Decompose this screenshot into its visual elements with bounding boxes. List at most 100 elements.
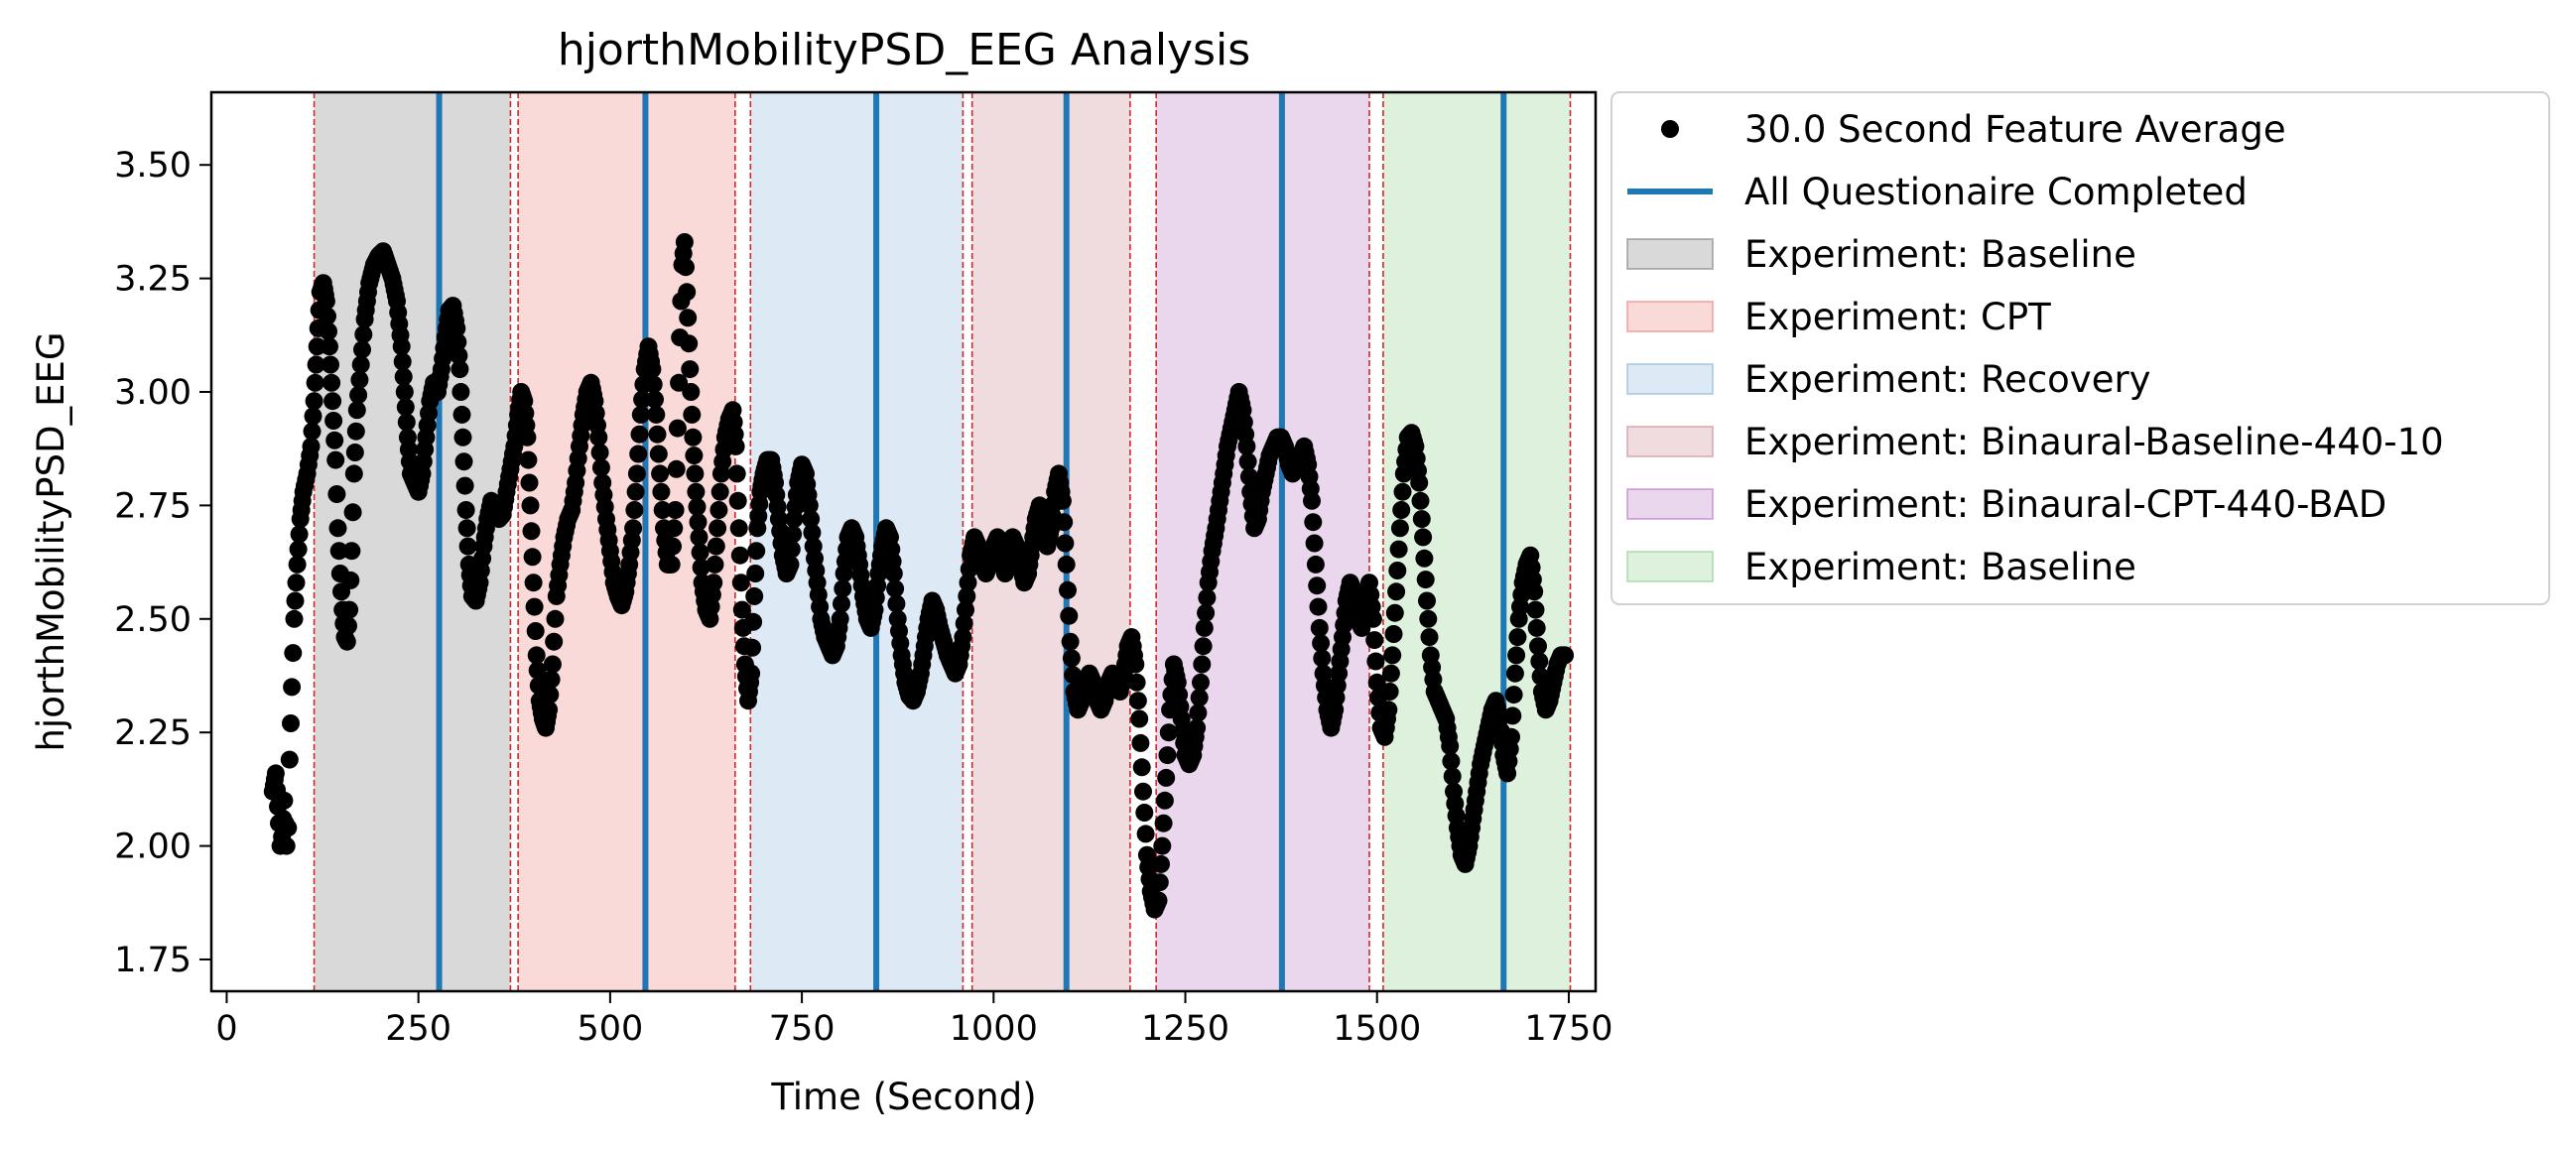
data-point-229 <box>528 661 547 680</box>
legend-marker-points <box>1661 120 1679 138</box>
data-point-18 <box>285 609 304 628</box>
data-point-714 <box>1132 758 1151 777</box>
y-axis-label: hjorthMobilityPSD_EEG <box>30 331 72 751</box>
data-point-936 <box>1416 571 1435 589</box>
data-point-854 <box>1312 634 1331 653</box>
data-point-71 <box>342 542 361 561</box>
data-point-850 <box>1306 555 1325 574</box>
data-point-78 <box>350 370 369 389</box>
data-point-58 <box>327 485 346 503</box>
data-point-51 <box>321 337 338 356</box>
data-point-407 <box>743 638 762 657</box>
y-tick-label-2: 2.25 <box>114 713 192 753</box>
data-point-931 <box>1410 473 1429 492</box>
data-point-710 <box>1127 673 1146 692</box>
data-point-13 <box>279 819 298 837</box>
data-point-913 <box>1387 582 1406 601</box>
data-point-522 <box>887 594 906 613</box>
legend-label-questionnaire: All Questionaire Completed <box>1744 171 2248 213</box>
data-point-709 <box>1126 655 1145 674</box>
data-point-21 <box>288 555 307 574</box>
data-point-15 <box>282 714 300 732</box>
data-point-23 <box>290 525 309 544</box>
data-point-3 <box>266 764 285 783</box>
legend-swatch-region-5 <box>1626 551 1714 582</box>
data-point-227 <box>526 622 545 640</box>
region-4 <box>1156 92 1370 991</box>
data-point-932 <box>1411 491 1430 510</box>
data-point-797 <box>1238 452 1257 471</box>
data-point-159 <box>448 319 466 337</box>
data-point-653 <box>1055 513 1074 532</box>
chart-title: hjorthMobilityPSD_EEG Analysis <box>558 25 1250 75</box>
data-point-48 <box>317 292 335 311</box>
data-point-378 <box>710 482 729 501</box>
data-point-374 <box>706 555 724 574</box>
data-point-69 <box>340 600 359 619</box>
data-point-244 <box>545 632 564 651</box>
data-point-916 <box>1390 519 1409 538</box>
data-point-163 <box>451 383 470 401</box>
data-point-307 <box>625 501 644 519</box>
data-point-309 <box>627 464 646 483</box>
data-point-12 <box>277 836 296 855</box>
data-point-937 <box>1418 591 1436 610</box>
data-point-410 <box>746 565 765 582</box>
data-point-456 <box>803 523 822 542</box>
data-point-760 <box>1192 673 1210 692</box>
data-point-654 <box>1056 534 1075 553</box>
x-axis-ticks: 0 250 500 750 1000 1250 1500 1750 <box>215 991 1612 1049</box>
data-point-733 <box>1157 768 1176 787</box>
data-point-1024 <box>1529 637 1547 656</box>
data-point-162 <box>451 360 469 379</box>
data-point-911 <box>1384 625 1403 643</box>
data-point-1004 <box>1503 706 1522 725</box>
data-point-933 <box>1412 510 1431 529</box>
data-point-37 <box>306 373 324 392</box>
data-point-655 <box>1057 555 1076 574</box>
data-point-166 <box>454 452 473 471</box>
data-point-245 <box>546 609 565 628</box>
data-point-311 <box>630 425 649 444</box>
data-point-576 <box>957 600 974 619</box>
data-point-327 <box>651 464 670 483</box>
data-point-1021 <box>1525 582 1544 601</box>
data-point-55 <box>324 412 343 430</box>
data-point-939 <box>1420 628 1439 647</box>
data-point-339 <box>666 501 685 519</box>
legend-swatch-region-1 <box>1626 301 1714 332</box>
data-point-241 <box>541 686 560 704</box>
data-point-895 <box>1363 609 1382 628</box>
data-point-914 <box>1388 562 1407 579</box>
data-point-763 <box>1195 618 1214 637</box>
data-point-713 <box>1131 733 1150 752</box>
data-point-59 <box>328 519 347 538</box>
y-tick-label-4: 2.75 <box>114 486 192 526</box>
data-point-54 <box>323 392 342 411</box>
data-point-16 <box>283 678 302 697</box>
data-point-52 <box>322 355 339 374</box>
data-point-659 <box>1062 649 1081 668</box>
data-point-222 <box>521 496 540 515</box>
data-point-168 <box>456 501 475 519</box>
data-point-796 <box>1237 437 1256 455</box>
data-point-397 <box>732 600 751 619</box>
data-point-955 <box>1441 736 1460 755</box>
data-point-354 <box>683 405 702 424</box>
data-point-350 <box>679 309 698 327</box>
data-point-478 <box>831 609 849 628</box>
data-point-657 <box>1060 606 1079 625</box>
data-point-759 <box>1190 689 1209 707</box>
data-point-574 <box>954 628 972 647</box>
x-tick-label-2: 500 <box>577 1009 643 1049</box>
data-point-717 <box>1136 825 1155 843</box>
data-point-956 <box>1442 752 1461 771</box>
data-point-348 <box>677 258 695 277</box>
data-point-454 <box>800 496 819 515</box>
data-point-656 <box>1059 580 1077 599</box>
data-point-730 <box>1153 836 1172 855</box>
legend-label-region-4: Experiment: Binaural-CPT-440-BAD <box>1744 483 2386 526</box>
data-point-10 <box>275 791 294 810</box>
data-point-734 <box>1158 746 1177 765</box>
x-tick-label-5: 1250 <box>1141 1009 1229 1049</box>
